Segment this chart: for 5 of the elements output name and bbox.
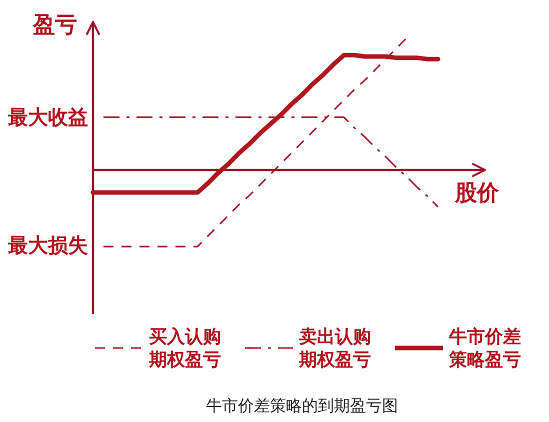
annotation: 最大损失 xyxy=(8,233,88,257)
x-axis-title: 股价 xyxy=(455,181,499,206)
annotation: 最大收益 xyxy=(8,105,88,129)
title: 牛市价差策略的到期盈亏图 xyxy=(206,398,398,415)
y-axis-title: 盈亏 xyxy=(33,13,77,38)
